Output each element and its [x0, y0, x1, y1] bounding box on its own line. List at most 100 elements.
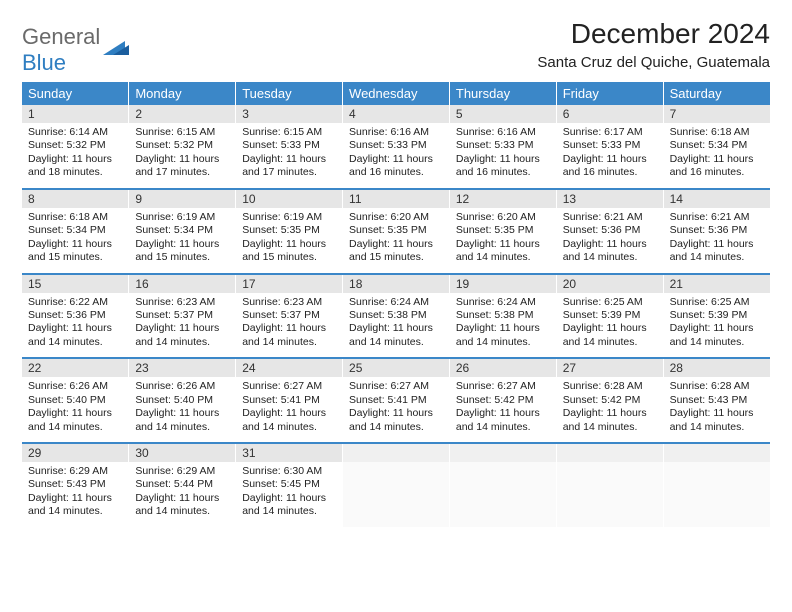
day-number-cell: 20	[556, 275, 663, 293]
sunset-text: Sunset: 5:35 PM	[456, 224, 550, 237]
day-number-cell: 19	[449, 275, 556, 293]
sunset-text: Sunset: 5:43 PM	[28, 478, 122, 491]
sunrise-text: Sunrise: 6:28 AM	[670, 380, 764, 393]
daylight-text: Daylight: 11 hours and 14 minutes.	[456, 407, 550, 434]
day-number-cell: 8	[22, 190, 129, 208]
daylight-text: Daylight: 11 hours and 18 minutes.	[28, 153, 122, 180]
day-number-cell	[663, 444, 770, 462]
day-content-cell: Sunrise: 6:21 AMSunset: 5:36 PMDaylight:…	[556, 208, 663, 274]
day-content-cell: Sunrise: 6:24 AMSunset: 5:38 PMDaylight:…	[343, 293, 450, 359]
daylight-text: Daylight: 11 hours and 14 minutes.	[563, 407, 657, 434]
day-content-cell: Sunrise: 6:29 AMSunset: 5:43 PMDaylight:…	[22, 462, 129, 527]
daylight-text: Daylight: 11 hours and 14 minutes.	[28, 492, 122, 519]
weekday-header-row: Sunday Monday Tuesday Wednesday Thursday…	[22, 82, 770, 105]
day-content-cell: Sunrise: 6:26 AMSunset: 5:40 PMDaylight:…	[129, 377, 236, 443]
day-number-cell: 15	[22, 275, 129, 293]
day-content-cell: Sunrise: 6:30 AMSunset: 5:45 PMDaylight:…	[236, 462, 343, 527]
sunset-text: Sunset: 5:43 PM	[670, 394, 764, 407]
day-content-cell: Sunrise: 6:22 AMSunset: 5:36 PMDaylight:…	[22, 293, 129, 359]
daylight-text: Daylight: 11 hours and 14 minutes.	[28, 407, 122, 434]
sunset-text: Sunset: 5:33 PM	[456, 139, 550, 152]
day-number-cell: 3	[236, 105, 343, 123]
sunset-text: Sunset: 5:37 PM	[242, 309, 336, 322]
day-content-cell: Sunrise: 6:14 AMSunset: 5:32 PMDaylight:…	[22, 123, 129, 189]
day-content-cell: Sunrise: 6:23 AMSunset: 5:37 PMDaylight:…	[129, 293, 236, 359]
sunset-text: Sunset: 5:34 PM	[28, 224, 122, 237]
calendar-table: Sunday Monday Tuesday Wednesday Thursday…	[22, 82, 770, 527]
day-content-cell: Sunrise: 6:27 AMSunset: 5:41 PMDaylight:…	[343, 377, 450, 443]
sunrise-text: Sunrise: 6:18 AM	[670, 126, 764, 139]
daylight-text: Daylight: 11 hours and 17 minutes.	[242, 153, 336, 180]
sunset-text: Sunset: 5:42 PM	[456, 394, 550, 407]
sunset-text: Sunset: 5:36 PM	[28, 309, 122, 322]
sunset-text: Sunset: 5:40 PM	[28, 394, 122, 407]
sunrise-text: Sunrise: 6:29 AM	[28, 465, 122, 478]
day-number-cell: 27	[556, 359, 663, 377]
day-content-row: Sunrise: 6:14 AMSunset: 5:32 PMDaylight:…	[22, 123, 770, 189]
daylight-text: Daylight: 11 hours and 14 minutes.	[135, 492, 229, 519]
day-number-cell: 17	[236, 275, 343, 293]
sunrise-text: Sunrise: 6:23 AM	[242, 296, 336, 309]
day-content-cell: Sunrise: 6:16 AMSunset: 5:33 PMDaylight:…	[449, 123, 556, 189]
day-content-cell: Sunrise: 6:25 AMSunset: 5:39 PMDaylight:…	[663, 293, 770, 359]
sunset-text: Sunset: 5:40 PM	[135, 394, 229, 407]
sunset-text: Sunset: 5:42 PM	[563, 394, 657, 407]
day-number-row: 22232425262728	[22, 359, 770, 377]
day-content-cell: Sunrise: 6:25 AMSunset: 5:39 PMDaylight:…	[556, 293, 663, 359]
day-number-cell: 30	[129, 444, 236, 462]
sunset-text: Sunset: 5:32 PM	[135, 139, 229, 152]
daylight-text: Daylight: 11 hours and 15 minutes.	[28, 238, 122, 265]
daylight-text: Daylight: 11 hours and 14 minutes.	[456, 322, 550, 349]
daylight-text: Daylight: 11 hours and 15 minutes.	[242, 238, 336, 265]
logo: General Blue	[22, 18, 131, 76]
weekday-header: Thursday	[449, 82, 556, 105]
sunrise-text: Sunrise: 6:26 AM	[28, 380, 122, 393]
day-number-row: 891011121314	[22, 190, 770, 208]
daylight-text: Daylight: 11 hours and 16 minutes.	[670, 153, 764, 180]
sunset-text: Sunset: 5:32 PM	[28, 139, 122, 152]
sunrise-text: Sunrise: 6:19 AM	[242, 211, 336, 224]
sunset-text: Sunset: 5:39 PM	[670, 309, 764, 322]
sunset-text: Sunset: 5:33 PM	[563, 139, 657, 152]
daylight-text: Daylight: 11 hours and 14 minutes.	[135, 407, 229, 434]
daylight-text: Daylight: 11 hours and 16 minutes.	[456, 153, 550, 180]
day-number-cell: 31	[236, 444, 343, 462]
daylight-text: Daylight: 11 hours and 14 minutes.	[456, 238, 550, 265]
day-content-cell	[663, 462, 770, 527]
logo-word-general: General	[22, 24, 100, 49]
day-number-cell	[556, 444, 663, 462]
daylight-text: Daylight: 11 hours and 16 minutes.	[349, 153, 443, 180]
day-content-cell: Sunrise: 6:18 AMSunset: 5:34 PMDaylight:…	[663, 123, 770, 189]
sunrise-text: Sunrise: 6:16 AM	[349, 126, 443, 139]
daylight-text: Daylight: 11 hours and 14 minutes.	[242, 492, 336, 519]
weekday-header: Sunday	[22, 82, 129, 105]
sunrise-text: Sunrise: 6:17 AM	[563, 126, 657, 139]
sunset-text: Sunset: 5:45 PM	[242, 478, 336, 491]
sunset-text: Sunset: 5:44 PM	[135, 478, 229, 491]
day-number-cell: 1	[22, 105, 129, 123]
sunset-text: Sunset: 5:39 PM	[563, 309, 657, 322]
sunrise-text: Sunrise: 6:29 AM	[135, 465, 229, 478]
day-content-cell: Sunrise: 6:15 AMSunset: 5:33 PMDaylight:…	[236, 123, 343, 189]
sunrise-text: Sunrise: 6:21 AM	[563, 211, 657, 224]
day-number-cell	[449, 444, 556, 462]
title-block: December 2024 Santa Cruz del Quiche, Gua…	[537, 18, 770, 71]
day-content-cell: Sunrise: 6:20 AMSunset: 5:35 PMDaylight:…	[343, 208, 450, 274]
sunset-text: Sunset: 5:41 PM	[349, 394, 443, 407]
day-content-cell	[343, 462, 450, 527]
sunrise-text: Sunrise: 6:15 AM	[135, 126, 229, 139]
sunrise-text: Sunrise: 6:25 AM	[670, 296, 764, 309]
calendar-body: 1234567Sunrise: 6:14 AMSunset: 5:32 PMDa…	[22, 105, 770, 527]
day-content-cell: Sunrise: 6:20 AMSunset: 5:35 PMDaylight:…	[449, 208, 556, 274]
sunset-text: Sunset: 5:37 PM	[135, 309, 229, 322]
sunset-text: Sunset: 5:34 PM	[135, 224, 229, 237]
weekday-header: Friday	[556, 82, 663, 105]
day-number-cell: 24	[236, 359, 343, 377]
day-number-cell: 5	[449, 105, 556, 123]
sunrise-text: Sunrise: 6:24 AM	[456, 296, 550, 309]
sunrise-text: Sunrise: 6:19 AM	[135, 211, 229, 224]
sunrise-text: Sunrise: 6:30 AM	[242, 465, 336, 478]
sunrise-text: Sunrise: 6:16 AM	[456, 126, 550, 139]
day-content-cell	[556, 462, 663, 527]
day-content-cell: Sunrise: 6:27 AMSunset: 5:42 PMDaylight:…	[449, 377, 556, 443]
